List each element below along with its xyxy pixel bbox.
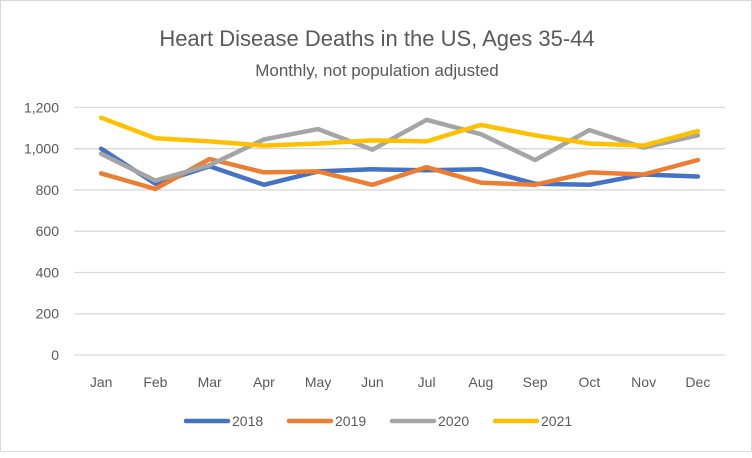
x-tick-label: Oct (578, 374, 600, 390)
x-tick-label: May (305, 374, 331, 390)
x-axis: Jan Feb Mar Apr May Jun Jul Aug Sep Oct Nov Dec (90, 374, 710, 390)
x-tick-label: Jan (90, 374, 113, 390)
x-tick-label: Jun (361, 374, 384, 390)
series-2021 (101, 118, 698, 146)
chart-subtitle: Monthly, not population adjusted (255, 61, 499, 80)
y-tick-label: 400 (36, 264, 60, 280)
y-tick-label: 1,200 (24, 99, 59, 115)
series-line-2021 (101, 118, 698, 146)
legend-item-2020: 2020 (392, 413, 469, 429)
legend-item-2018: 2018 (186, 413, 263, 429)
y-tick-label: 600 (36, 223, 60, 239)
legend: 2018 2019 2020 2021 (186, 413, 572, 429)
series-lines (101, 118, 698, 189)
x-tick-label: Apr (253, 374, 275, 390)
legend-label: 2018 (232, 413, 263, 429)
x-tick-label: Sep (523, 374, 548, 390)
x-tick-label: Aug (468, 374, 493, 390)
legend-label: 2021 (541, 413, 572, 429)
series-line-2018 (101, 149, 698, 185)
y-tick-label: 800 (36, 182, 60, 198)
legend-item-2021: 2021 (495, 413, 572, 429)
x-tick-label: Mar (198, 374, 222, 390)
chart-title: Heart Disease Deaths in the US, Ages 35-… (159, 26, 594, 51)
y-axis: 0 200 400 600 800 1,000 1,200 (24, 99, 59, 363)
legend-label: 2020 (438, 413, 469, 429)
y-tick-label: 200 (36, 306, 60, 322)
legend-item-2019: 2019 (289, 413, 366, 429)
x-tick-label: Dec (685, 374, 710, 390)
series-2018 (101, 149, 698, 185)
y-tick-label: 1,000 (24, 141, 59, 157)
legend-label: 2019 (335, 413, 366, 429)
x-tick-label: Nov (631, 374, 656, 390)
x-tick-label: Jul (418, 374, 436, 390)
y-tick-label: 0 (51, 347, 59, 363)
x-tick-label: Feb (143, 374, 167, 390)
